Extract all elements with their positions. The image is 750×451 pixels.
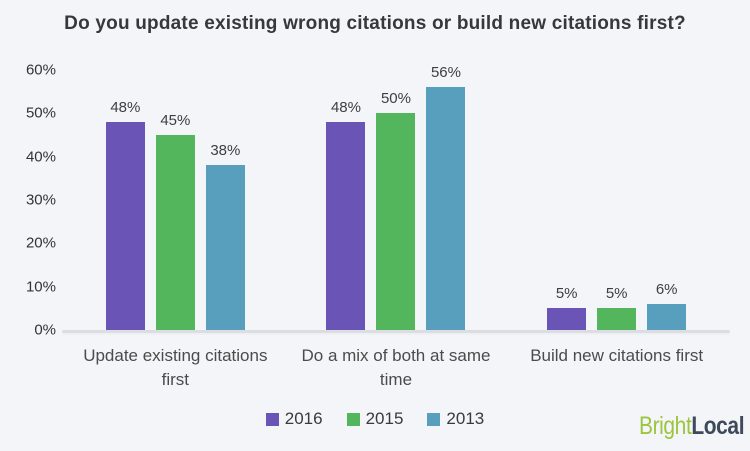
bar-rect xyxy=(597,308,637,330)
bar-2015: 5% xyxy=(597,285,637,330)
bar-2013: 56% xyxy=(426,64,466,330)
bar-rect xyxy=(547,308,587,330)
x-category-label: Do a mix of both at same time xyxy=(301,346,491,389)
bar-value-label: 5% xyxy=(555,285,578,303)
bar-value-label: 5% xyxy=(605,285,628,303)
bar-groups: 48% 45% 38% 48% 50% 56% 5% 5% 6% xyxy=(65,64,727,330)
bar-value-label: 45% xyxy=(160,112,191,129)
chart-title: Do you update existing wrong citations o… xyxy=(64,13,686,34)
legend-swatch-icon xyxy=(346,412,360,426)
brightlocal-logo: BrightLocal xyxy=(638,412,745,441)
bar-2016: 5% xyxy=(547,285,587,330)
bar-rect xyxy=(326,122,366,330)
legend-label: 2016 xyxy=(284,409,323,428)
bar-rect xyxy=(205,165,245,330)
bar-group: 48% 50% 56% xyxy=(286,64,507,330)
bar-2016: 48% xyxy=(105,99,145,330)
bar-2015: 45% xyxy=(155,112,195,330)
legend-label: 2015 xyxy=(365,409,404,428)
legend-item-2016: 2016 xyxy=(265,409,323,429)
bar-value-label: 48% xyxy=(110,99,141,116)
bar-value-label: 56% xyxy=(430,64,461,82)
bar-rect xyxy=(647,304,687,330)
bar-value-label: 50% xyxy=(380,90,411,108)
legend-item-2013: 2013 xyxy=(427,409,484,429)
x-category-label: Build new citations first xyxy=(530,346,704,365)
y-tick-label: 30% xyxy=(25,191,56,209)
legend: 2016 2015 2013 xyxy=(0,409,750,429)
y-tick-label: 40% xyxy=(25,148,56,166)
y-tick-label: 50% xyxy=(25,104,56,122)
bar-rect xyxy=(376,113,416,330)
legend-swatch-icon xyxy=(265,412,279,426)
y-axis: 0% 10% 20% 30% 40% 50% 60% xyxy=(6,62,56,339)
bar-value-label: 6% xyxy=(655,281,678,298)
bar-rect xyxy=(155,135,195,330)
y-tick-label: 10% xyxy=(25,278,56,296)
bar-group: 48% 45% 38% xyxy=(65,70,286,330)
x-axis-labels: Update existing citations first Do a mix … xyxy=(65,344,727,392)
y-tick-label: 20% xyxy=(25,234,56,252)
legend-item-2015: 2015 xyxy=(346,409,404,429)
x-axis-line xyxy=(62,330,730,333)
x-category-label: Update existing citations first xyxy=(83,346,268,389)
logo-local-text: Local xyxy=(691,412,744,440)
bar-value-label: 38% xyxy=(210,142,241,160)
legend-label: 2013 xyxy=(446,409,485,428)
bar-2013: 6% xyxy=(647,281,687,330)
plot-area: 48% 45% 38% 48% 50% 56% 5% 5% 6% xyxy=(62,64,730,333)
bar-2016: 48% xyxy=(326,99,366,330)
bar-2013: 38% xyxy=(205,142,245,330)
bar-2015: 50% xyxy=(376,90,416,330)
bar-rect xyxy=(105,122,145,330)
legend-swatch-icon xyxy=(427,412,441,426)
bar-value-label: 48% xyxy=(330,99,361,116)
bar-rect xyxy=(426,87,466,330)
bar-group: 5% 5% 6% xyxy=(506,70,727,330)
logo-bright-text: Bright xyxy=(638,412,692,440)
y-tick-label: 60% xyxy=(25,61,56,79)
y-tick-label: 0% xyxy=(34,321,56,339)
